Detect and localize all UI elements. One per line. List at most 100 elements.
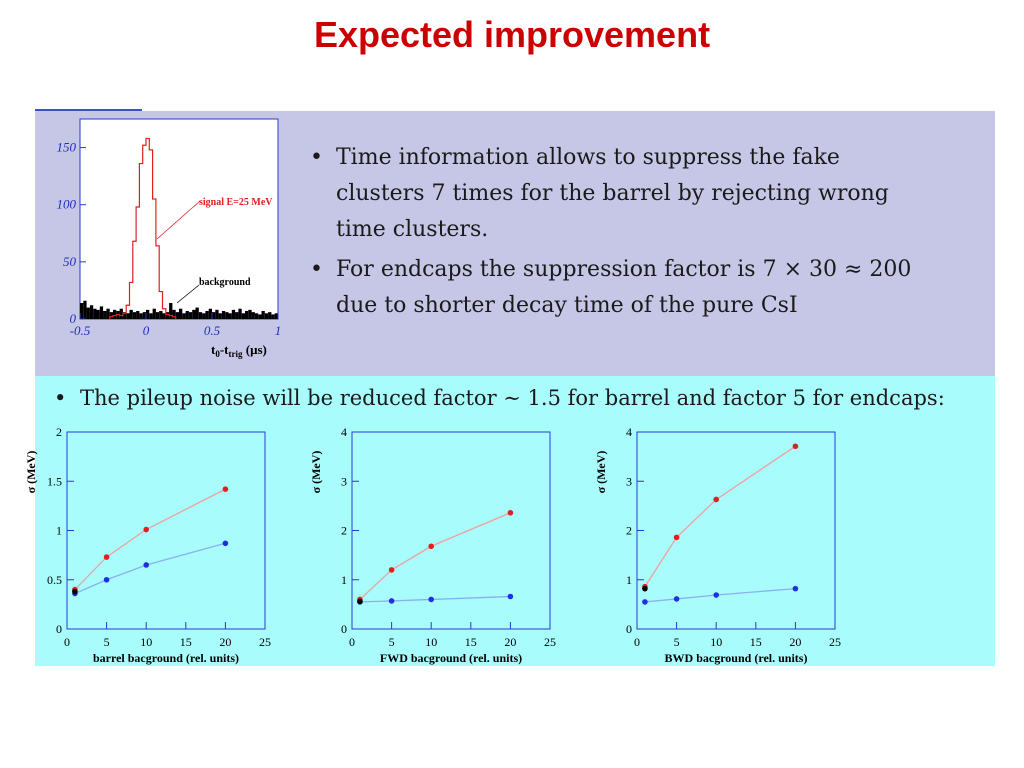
y-tick-label: 1.5 — [47, 474, 62, 488]
background-bin — [208, 308, 212, 319]
x-tick-label: 0 — [64, 635, 70, 649]
background-bin — [83, 300, 87, 319]
y-tick-label: 3 — [626, 474, 632, 488]
background-bin — [188, 312, 193, 319]
data-point — [507, 509, 514, 516]
barrel-noise-plot: 0 5 10 15 20 25 0 0.5 1 1.5 2 barrel bacground (rel… — [24, 425, 271, 665]
bullet-endcap-suppression: For endcaps the suppression factor is 7 … — [306, 252, 926, 324]
x-tick-label: 10 — [425, 635, 437, 649]
x-tick-label: 5 — [389, 635, 395, 649]
hist-y-tick-label: 150 — [57, 140, 77, 155]
y-tick-label: 0 — [341, 622, 347, 636]
background-bin — [109, 312, 113, 319]
y-axis-label: σ (MeV) — [594, 451, 608, 494]
y-tick-label: 2 — [56, 425, 62, 439]
hist-xlabel-mid: -t — [220, 342, 229, 357]
hist-y-tick-label: 50 — [63, 254, 77, 269]
background-bin — [86, 307, 90, 319]
background-bin — [142, 312, 146, 319]
background-bin — [152, 308, 156, 319]
background-bin — [80, 303, 84, 319]
y-tick-label: 3 — [341, 474, 347, 488]
background-bin — [175, 312, 179, 319]
decorative-rule — [35, 109, 142, 111]
y-tick-label: 2 — [626, 524, 632, 538]
series-line — [74, 542, 226, 595]
data-point — [713, 496, 719, 503]
data-point-overlap — [642, 585, 648, 592]
data-point — [428, 543, 434, 550]
hist-xlabel-sub2: trig — [229, 349, 243, 359]
hist-xlabel-sub1: 0 — [215, 349, 220, 359]
background-annotation: background — [199, 277, 251, 288]
top-bullet-list: Time information allows to suppress the … — [306, 140, 926, 328]
background-bin — [212, 312, 216, 319]
background-bin — [136, 311, 140, 319]
background-bin — [182, 313, 186, 319]
background-bin — [93, 308, 97, 319]
y-tick-label: 0 — [56, 622, 62, 636]
data-point — [222, 486, 229, 492]
x-tick-label: 20 — [219, 635, 231, 649]
background-bin — [119, 308, 123, 319]
y-tick-label: 0.5 — [47, 573, 62, 587]
plot-frame — [351, 431, 551, 630]
x-tick-label: 0 — [349, 635, 355, 649]
x-tick-label: 0 — [634, 635, 640, 649]
data-point — [792, 585, 799, 592]
hist-y-tick-label: 0 — [70, 311, 77, 326]
background-bin — [198, 312, 203, 319]
hist-x-tick-label: 0 — [143, 323, 150, 338]
x-tick-label: 10 — [710, 635, 722, 649]
fwd-noise-plot: 0 5 10 15 20 25 0 1 2 3 4 FWD bacground (rel. units… — [309, 425, 556, 665]
hist-x-tick-label: 0.5 — [204, 323, 221, 338]
x-tick-label: 15 — [180, 635, 192, 649]
data-point — [792, 443, 799, 450]
background-bin — [254, 313, 259, 319]
background-bin — [165, 312, 170, 319]
hist-frame — [79, 118, 279, 320]
data-point — [143, 526, 149, 533]
series-line — [644, 445, 796, 587]
background-bin — [172, 309, 176, 319]
x-axis-label: BWD bacground (rel. units) — [665, 651, 808, 665]
x-tick-label: 15 — [750, 635, 762, 649]
hist-x-tick-label: -0.5 — [70, 323, 91, 338]
background-bin — [258, 314, 262, 319]
background-bin — [205, 311, 209, 319]
x-tick-label: 25 — [259, 635, 271, 649]
background-bin — [225, 312, 229, 319]
x-tick-label: 25 — [829, 635, 841, 649]
data-point — [673, 534, 680, 541]
signal-histogram-outline — [109, 137, 177, 319]
y-tick-label: 4 — [626, 425, 632, 439]
x-tick-label: 20 — [789, 635, 801, 649]
y-axis-label: σ (MeV) — [24, 451, 38, 494]
background-bin — [96, 309, 100, 319]
x-tick-label: 15 — [465, 635, 477, 649]
x-tick-label: 5 — [104, 635, 110, 649]
slide-title: Expected improvement — [313, 14, 711, 55]
background-bin — [126, 313, 130, 319]
data-point — [673, 596, 680, 602]
background-bin — [238, 308, 242, 319]
y-tick-label: 4 — [341, 425, 347, 439]
background-bin — [179, 308, 183, 319]
background-bin — [248, 309, 252, 319]
background-bin — [264, 313, 269, 319]
x-tick-label: 5 — [674, 635, 680, 649]
series-line — [359, 595, 511, 603]
background-bin — [268, 312, 272, 319]
hist-xlabel: t0-ttrig (μs) — [211, 342, 267, 359]
background-bin — [139, 313, 143, 319]
background-bin — [245, 311, 249, 319]
x-axis-label: barrel bacground (rel. units) — [93, 651, 239, 665]
hist-xlabel-unit: (μs) — [243, 342, 267, 357]
data-point — [388, 598, 395, 604]
background-bin — [261, 311, 265, 319]
background-bin — [99, 306, 104, 319]
series-line — [359, 512, 511, 600]
background-bin — [215, 309, 219, 319]
